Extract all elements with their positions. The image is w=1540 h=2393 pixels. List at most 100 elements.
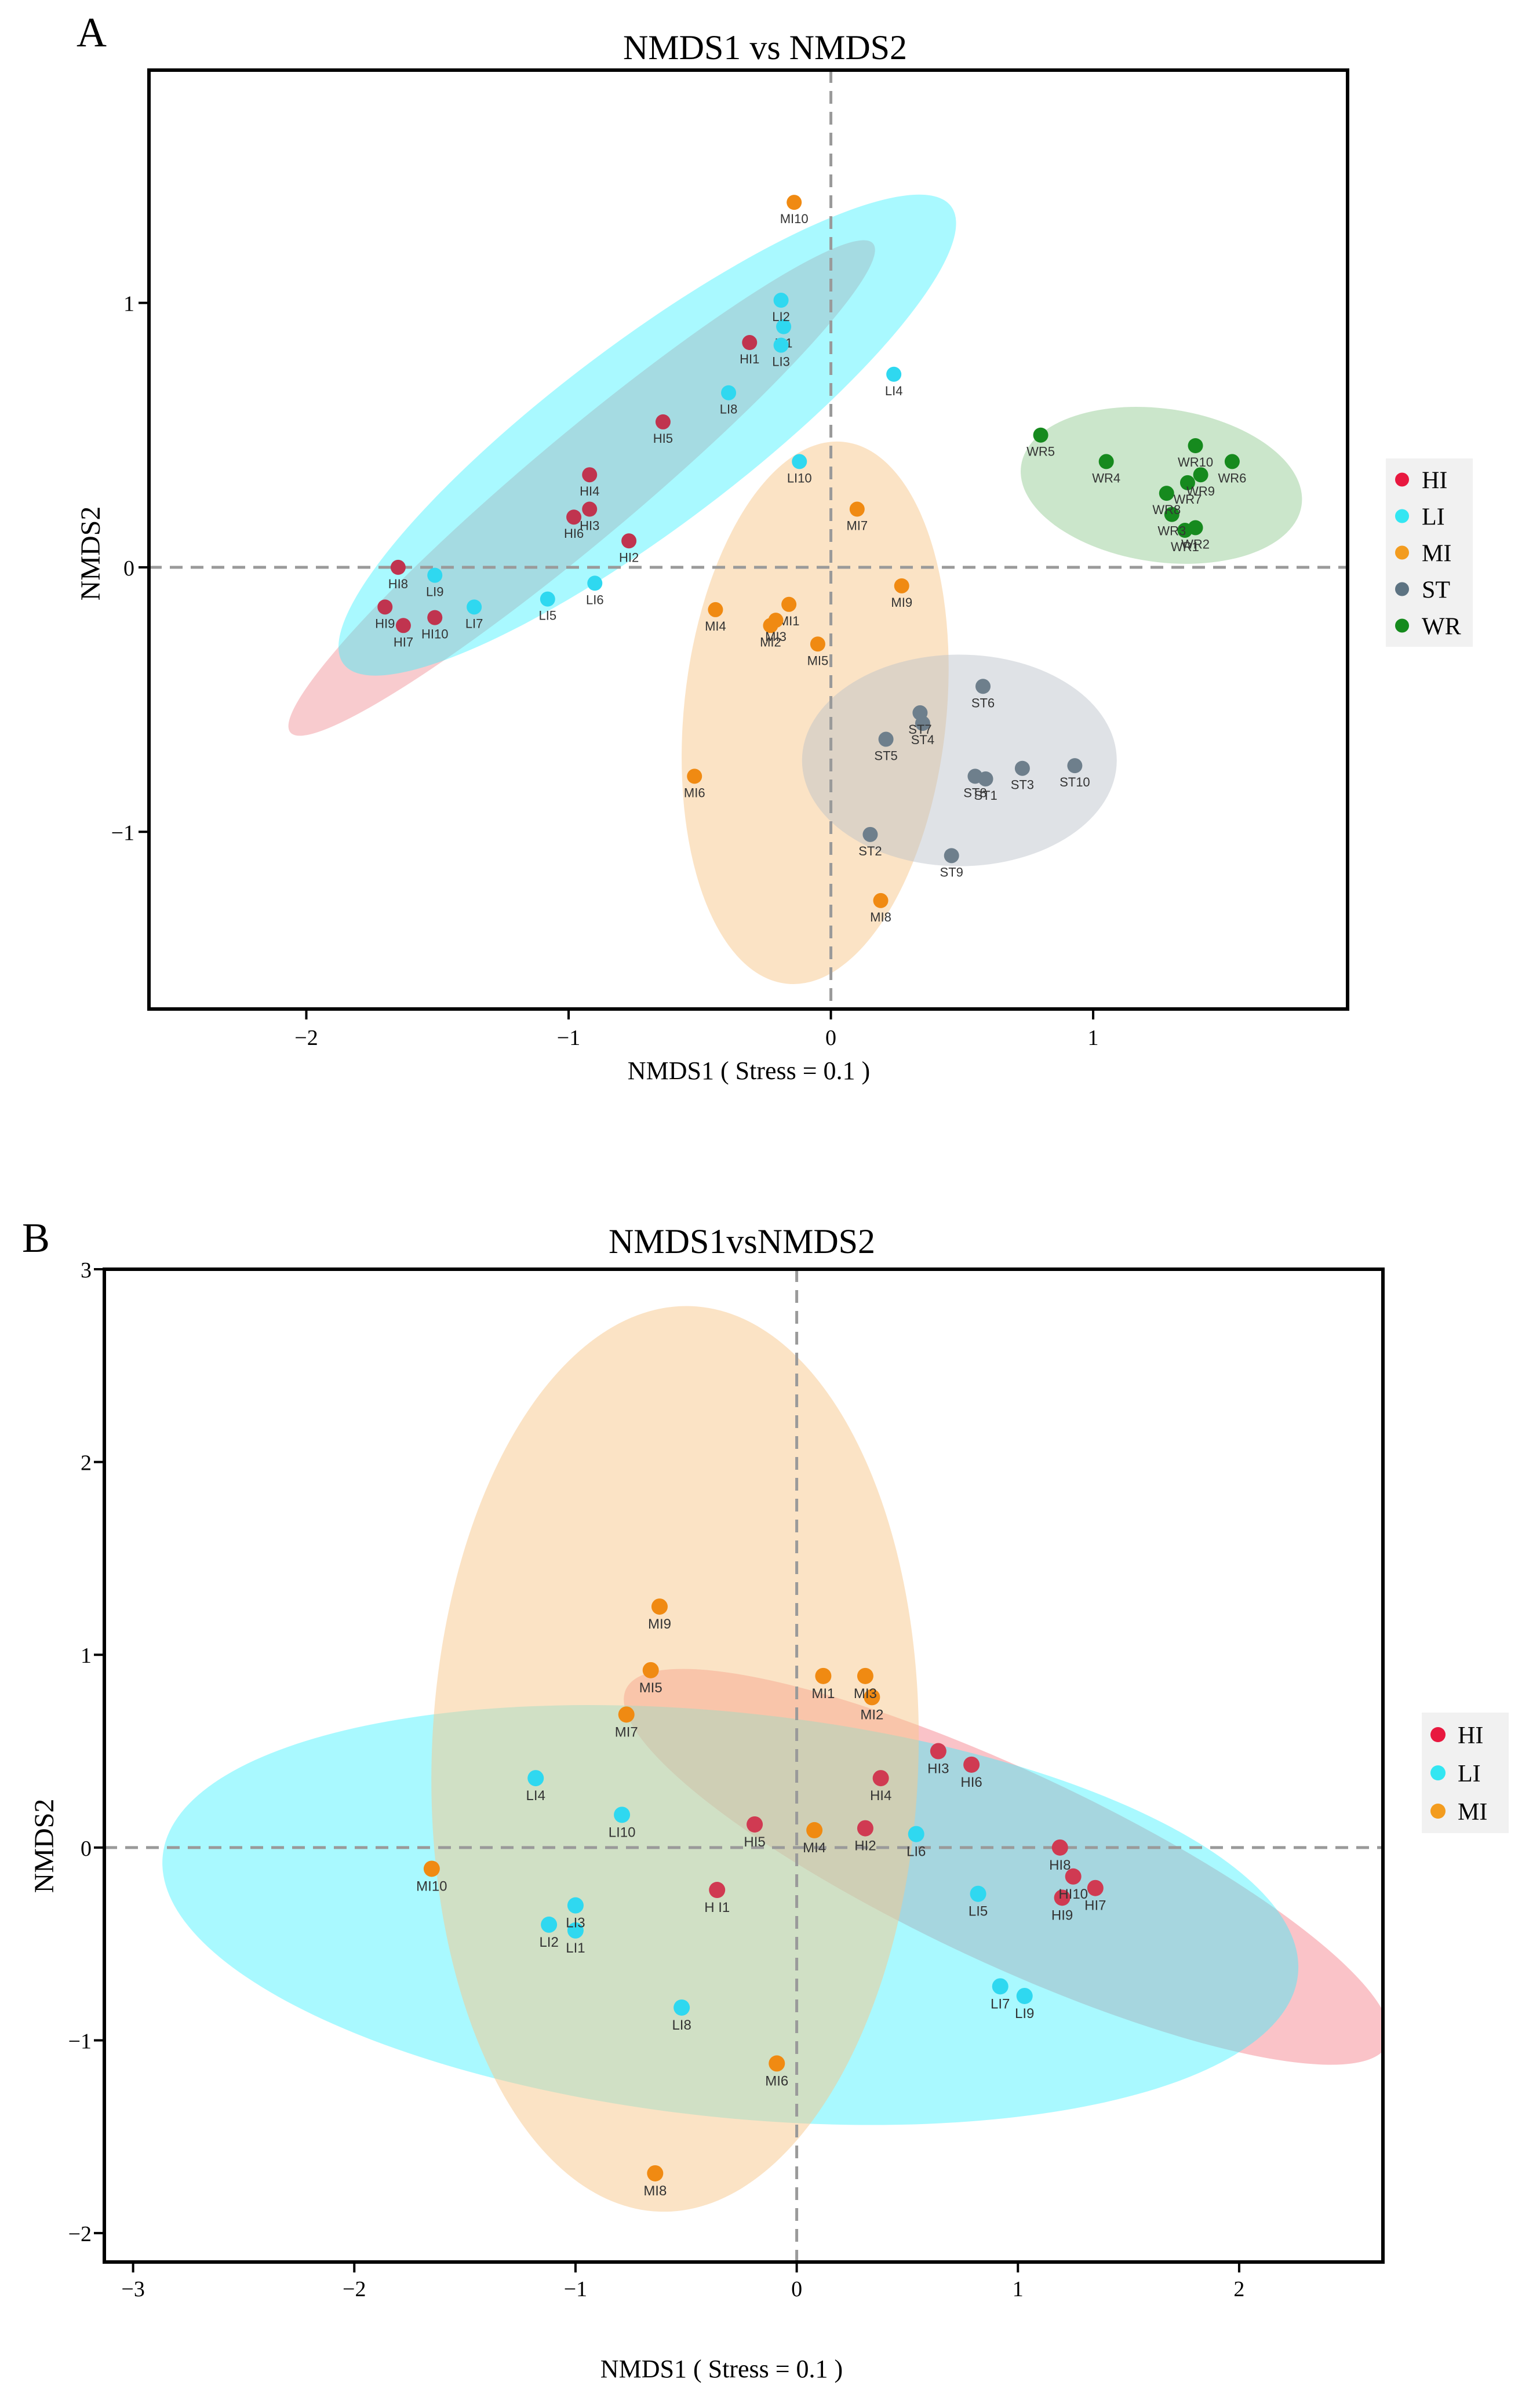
legend-label-st: ST	[1422, 577, 1450, 604]
data-point-label: ST8	[963, 785, 986, 800]
y-tick-label: −2	[68, 2222, 92, 2246]
data-point-mi	[810, 636, 825, 652]
data-point-label: WR10	[1178, 455, 1213, 469]
y-axis-ticks-b: −2 −1 0 1 2 3	[68, 1258, 104, 2246]
data-point-label: LI7	[991, 1996, 1010, 2012]
data-point-label: LI5	[969, 1904, 988, 1920]
data-point-wr	[1033, 427, 1048, 443]
data-point-li	[1016, 1987, 1033, 2004]
data-point-mi	[849, 501, 865, 517]
data-point-hi	[1065, 1868, 1082, 1885]
data-point-label: LI6	[906, 1844, 926, 1860]
data-point-wr	[1098, 454, 1114, 469]
data-point-label: WR9	[1186, 484, 1215, 498]
data-point-label: HI5	[744, 1834, 765, 1850]
data-point-label: HI3	[927, 1761, 949, 1777]
data-point-hi	[655, 414, 671, 429]
confidence-ellipse-li	[338, 194, 956, 676]
legend-label-mi: MI	[1458, 1799, 1487, 1826]
data-point-label: LI1	[566, 1940, 585, 1956]
data-point-li	[721, 385, 737, 400]
panel-b: B NMDS1vsNMDS2 H I1HI2HI3HI4HI5HI6HI7HI8…	[22, 1215, 1509, 2383]
data-point-hi	[930, 1743, 946, 1760]
plot-frame-b	[103, 1267, 1385, 2264]
data-point-hi	[963, 1756, 980, 1773]
legend-label-hi: HI	[1422, 468, 1447, 494]
data-point-label: ST2	[858, 844, 882, 858]
x-tick-label: −1	[557, 1026, 580, 1050]
data-point-label: HI4	[870, 1788, 891, 1804]
data-point-li	[992, 1978, 1009, 1995]
data-point-label: ST9	[940, 865, 963, 879]
data-point-st	[1014, 760, 1030, 776]
data-point-label: H I1	[704, 1900, 730, 1915]
data-point-label: HI8	[388, 577, 408, 591]
data-point-label: LI9	[1015, 2006, 1034, 2022]
legend-label-mi: MI	[1422, 541, 1451, 567]
data-point-label: WR2	[1181, 537, 1210, 551]
data-point-wr	[1188, 520, 1203, 536]
points-layer-a: HI1HI2HI3HI4HI5HI6HI7HI8HI9HI10LI1LI2LI3…	[375, 195, 1246, 924]
data-point-wr	[1159, 486, 1174, 501]
confidence-ellipse-st	[802, 654, 1117, 866]
legend-swatch-st	[1395, 582, 1409, 596]
data-point-label: LI5	[539, 609, 557, 623]
data-point-label: MI8	[643, 2183, 667, 2199]
x-tick-label: −3	[121, 2277, 144, 2301]
data-point-li	[527, 1770, 544, 1787]
data-point-label: MI9	[648, 1616, 671, 1632]
data-point-li	[427, 567, 443, 583]
data-point-mi	[651, 1598, 668, 1615]
data-point-mi	[864, 1689, 880, 1706]
data-point-hi	[395, 618, 411, 633]
legend-swatch-mi	[1430, 1804, 1446, 1819]
x-tick-label: −2	[343, 2277, 366, 2301]
data-point-wr	[1164, 507, 1179, 522]
data-point-mi	[894, 578, 909, 593]
legend-swatch-wr	[1395, 618, 1409, 633]
data-point-li	[614, 1806, 631, 1823]
data-point-label: HI9	[375, 616, 395, 631]
panel-label-b: B	[22, 1215, 50, 1261]
data-point-label: MI10	[780, 212, 809, 226]
data-point-label: MI4	[705, 619, 726, 633]
x-axis-ticks-b: −3 −2 −1 0 1 2	[121, 2262, 1244, 2301]
data-point-st	[975, 679, 991, 694]
data-point-hi	[1087, 1880, 1104, 1896]
data-point-li	[567, 1922, 584, 1939]
data-point-hi	[582, 501, 598, 517]
data-point-label: ST7	[908, 722, 931, 737]
x-tick-label: 1	[1013, 2277, 1024, 2301]
data-point-label: LI6	[586, 592, 604, 607]
data-point-hi	[1051, 1839, 1068, 1856]
y-tick-label: 0	[123, 556, 134, 581]
data-point-li	[587, 576, 603, 591]
data-point-label: WR6	[1218, 471, 1246, 485]
legend-a: HI LI MI ST WR	[1386, 458, 1473, 647]
data-point-hi	[709, 1882, 726, 1899]
legend-label-wr: WR	[1422, 614, 1461, 640]
data-point-label: MI1	[811, 1686, 835, 1702]
data-point-st	[862, 826, 878, 842]
data-point-label: LI4	[526, 1788, 545, 1804]
data-point-li	[773, 293, 789, 308]
data-point-label: LI3	[772, 355, 790, 369]
data-point-label: ST4	[911, 733, 934, 747]
data-point-label: WR1	[1171, 540, 1199, 554]
data-point-st	[1067, 758, 1083, 774]
data-point-hi	[427, 610, 443, 625]
data-point-st	[912, 705, 928, 720]
reference-lines-b	[104, 1269, 1383, 2262]
data-point-mi	[708, 602, 723, 617]
data-point-label: MI7	[846, 519, 868, 533]
x-tick-label: −1	[564, 2277, 587, 2301]
chart-title-b: NMDS1vsNMDS2	[609, 1222, 875, 1261]
data-point-label: HI6	[564, 526, 584, 541]
data-point-wr	[1193, 467, 1208, 483]
data-point-label: MI10	[416, 1878, 447, 1894]
data-point-label: LI8	[672, 2017, 691, 2033]
data-point-label: LI10	[609, 1824, 636, 1840]
data-point-mi	[618, 1706, 635, 1723]
data-point-label: HI4	[580, 484, 599, 498]
